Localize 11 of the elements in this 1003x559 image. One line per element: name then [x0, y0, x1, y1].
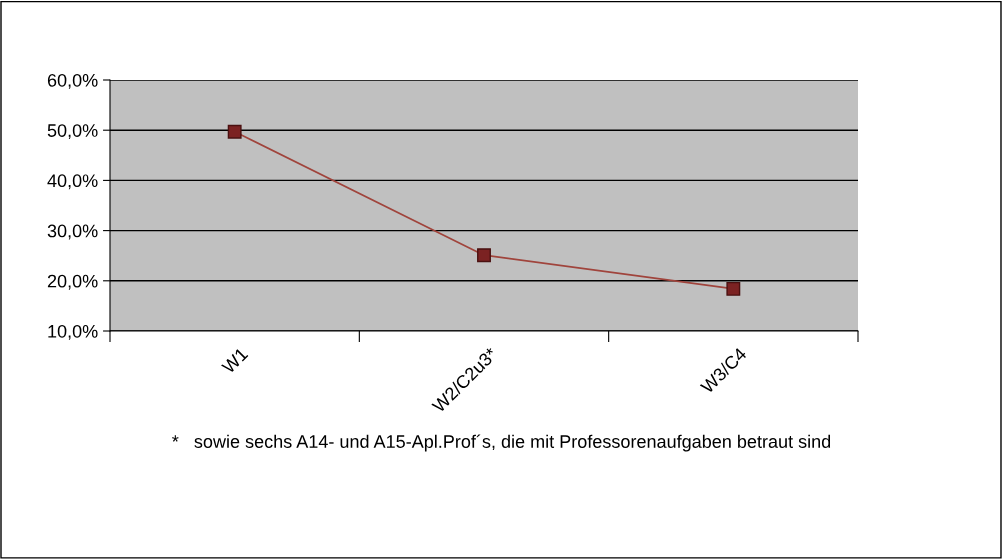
y-tick-label: 20,0%: [47, 274, 98, 290]
y-tick-label: 50,0%: [47, 124, 98, 140]
text: * sowie sechs A14- und A15-Apl.Prof´s, die mit Professorenaufgaben betraut sind: [172, 434, 831, 452]
point: [477, 248, 491, 263]
point: [227, 124, 242, 139]
point: [726, 281, 741, 296]
y-tick-label: 60,0%: [47, 73, 98, 89]
y-tick-label: 30,0%: [47, 224, 98, 240]
y-tick-label: 10,0%: [48, 324, 98, 340]
y-tick-label: 40,0%: [47, 174, 98, 190]
x-tick-label: W1: [221, 347, 249, 375]
